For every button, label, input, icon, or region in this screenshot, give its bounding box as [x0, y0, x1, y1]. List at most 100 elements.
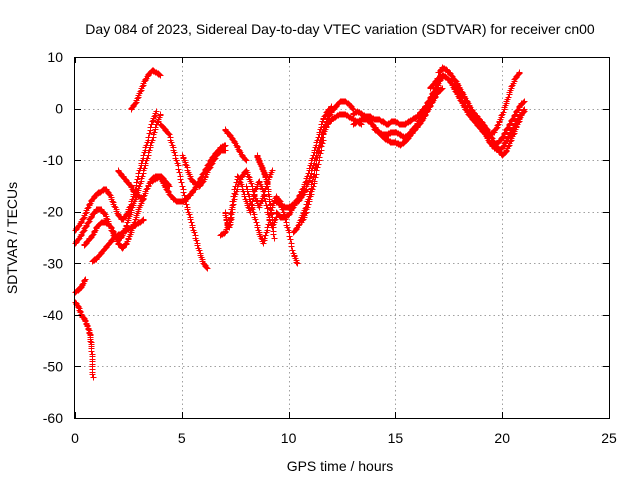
data-point: [313, 167, 320, 174]
series-track-07: [72, 276, 89, 296]
data-point: [295, 222, 302, 229]
x-tick-label: 5: [178, 430, 186, 446]
data-point: [505, 94, 512, 101]
data-point: [128, 207, 135, 214]
data-point: [318, 143, 325, 150]
y-tick-label: -20: [43, 204, 63, 220]
data-point: [242, 156, 249, 163]
chart-title: Day 084 of 2023, Sidereal Day-to-day VTE…: [85, 21, 595, 37]
data-point: [438, 86, 445, 93]
y-tick-labels: 10 0 -10 -20 -30 -40 -50 -60: [43, 49, 63, 426]
data-point: [521, 106, 528, 113]
data-point: [252, 216, 259, 223]
data-point: [165, 182, 172, 189]
series-track-01: [72, 108, 160, 234]
data-point: [191, 229, 198, 236]
series-track-04: [89, 216, 147, 265]
data-point: [178, 179, 185, 186]
data-point: [149, 118, 156, 125]
plot-frame: [74, 57, 610, 419]
data-point: [505, 143, 512, 150]
data-point: [515, 119, 522, 126]
data-point: [203, 264, 210, 271]
x-tick-label: 25: [601, 430, 617, 446]
data-point: [157, 72, 164, 79]
data-point: [88, 348, 95, 355]
data-point: [176, 169, 183, 176]
data-point: [245, 173, 252, 180]
data-point: [249, 206, 256, 213]
x-tick-label: 10: [281, 430, 297, 446]
series-track-12: [222, 126, 250, 164]
data-point: [146, 147, 153, 154]
data-point: [263, 178, 270, 185]
series-track-27: [491, 98, 528, 149]
data-point: [262, 232, 269, 239]
data-point: [320, 137, 327, 144]
y-tick-label: -30: [43, 255, 63, 271]
data-point: [439, 85, 446, 92]
series-track-28: [149, 173, 173, 190]
data-point: [179, 183, 186, 190]
data-point: [261, 235, 268, 242]
data-point: [264, 183, 271, 190]
data-point: [244, 188, 251, 195]
data-point: [294, 260, 301, 267]
data-point: [230, 193, 237, 200]
data-point: [250, 195, 257, 202]
data-point: [142, 160, 149, 167]
data-point: [206, 165, 213, 172]
series-track-19: [290, 111, 365, 236]
data-point: [134, 95, 141, 102]
data-point: [196, 247, 203, 254]
data-point: [184, 206, 191, 213]
series-track-23: [371, 85, 446, 149]
data-point: [315, 161, 322, 168]
data-point: [180, 189, 187, 196]
data-point: [316, 154, 323, 161]
data-point: [247, 198, 254, 205]
data-point: [500, 109, 507, 116]
data-point: [166, 131, 173, 138]
data-point: [510, 131, 517, 138]
data-point: [311, 178, 318, 185]
data-point: [286, 233, 293, 240]
data-point: [317, 150, 324, 157]
data-point: [187, 216, 194, 223]
data-point: [521, 98, 528, 105]
x-tick-labels: 0 5 10 15 20 25: [71, 430, 617, 446]
data-point: [75, 304, 82, 311]
data-point: [253, 219, 260, 226]
data-point: [232, 183, 239, 190]
data-point: [493, 125, 500, 132]
data-point: [141, 165, 148, 172]
data-point: [304, 204, 311, 211]
data-point: [134, 176, 141, 183]
y-axis-label: SDTVAR / TECUs: [4, 182, 20, 294]
data-point: [312, 174, 319, 181]
data-point: [156, 71, 163, 78]
data-point: [80, 228, 87, 235]
data-point: [319, 134, 326, 141]
data-point: [305, 201, 312, 208]
data-point: [146, 130, 153, 137]
data-point: [306, 196, 313, 203]
data-point: [151, 113, 158, 120]
data-point: [507, 138, 514, 145]
data-point: [152, 124, 159, 131]
data-point: [193, 237, 200, 244]
data-point: [435, 82, 442, 89]
data-point: [228, 206, 235, 213]
data-point: [87, 338, 94, 345]
data-point: [204, 265, 211, 272]
data-point: [227, 210, 234, 217]
y-tick-label: -10: [43, 152, 63, 168]
x-tick-label: 15: [388, 430, 404, 446]
data-point: [319, 140, 326, 147]
data-point: [309, 186, 316, 193]
data-point: [266, 198, 273, 205]
data-point: [157, 111, 164, 118]
series-track-26: [448, 75, 528, 159]
y-tick-label: -40: [43, 307, 63, 323]
